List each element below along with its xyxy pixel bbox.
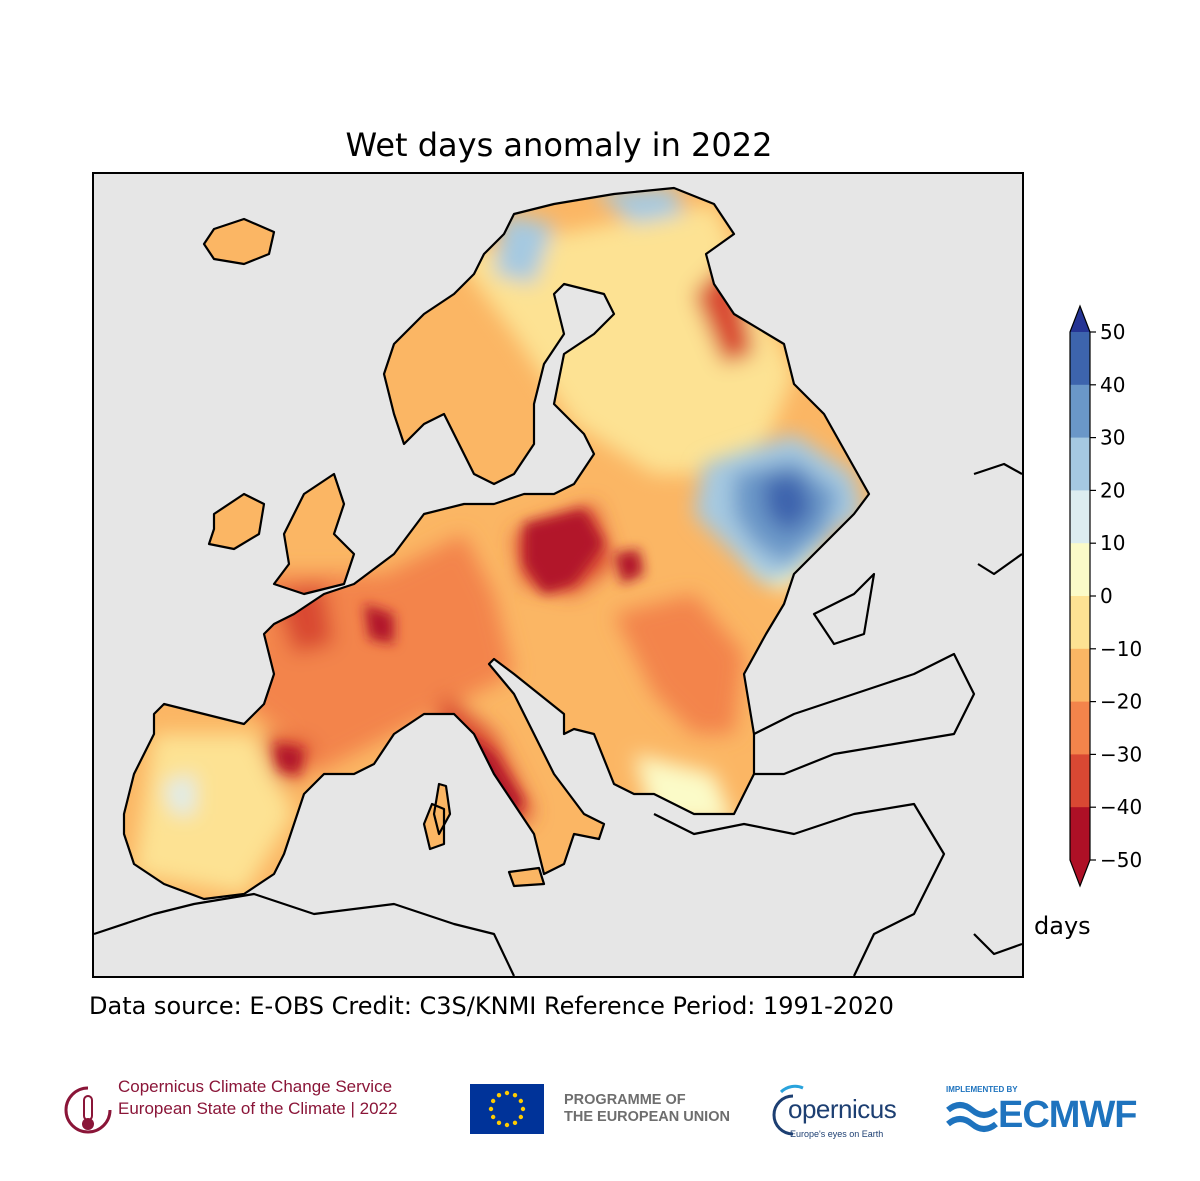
colorbar-extend-max: [1070, 306, 1090, 332]
colorbar-segment: [1070, 648, 1090, 703]
copernicus-wordmark: opernicus: [788, 1094, 897, 1124]
c3s-wordmark: Copernicus Climate Change Service Europe…: [118, 1076, 397, 1120]
eu-star-icon: [490, 1098, 496, 1104]
c3s-line-2: European State of the Climate | 2022: [118, 1099, 398, 1118]
ecmwf-waves-icon: [946, 1102, 998, 1132]
eu-star-icon: [512, 1092, 518, 1098]
colorbar-tick-label: −20: [1100, 690, 1142, 714]
colorbar-tick-label: 30: [1100, 426, 1125, 450]
europe-map: [94, 174, 1022, 976]
eu-star-icon: [504, 1090, 510, 1096]
colorbar-segment: [1070, 490, 1090, 544]
colorbar-tick-label: 10: [1100, 531, 1125, 555]
ecmwf-wordmark: ECMWF: [998, 1094, 1138, 1136]
colorbar-segment: [1070, 543, 1090, 597]
colorbar-segment: [1070, 384, 1090, 439]
colorbar-segment: [1070, 437, 1090, 491]
eu-star-icon: [512, 1120, 518, 1126]
c3s-line-1: Copernicus Climate Change Service: [118, 1077, 393, 1096]
colorbar-units-label: days: [1034, 912, 1091, 940]
eu-star-icon: [518, 1098, 524, 1104]
coastlines: [94, 186, 1022, 976]
copernicus-tagline: Europe's eyes on Earth: [790, 1129, 884, 1139]
colorbar-segment: [1070, 807, 1090, 861]
eu-star-icon: [490, 1114, 496, 1120]
eu-star-icon: [496, 1092, 502, 1098]
colorbar-segment: [1070, 754, 1090, 808]
colorbar-ticks: 50 40 30 20 10 0 −10 −20 −30 −40 −50: [1090, 320, 1142, 872]
colorbar-segments: [1070, 306, 1090, 886]
colorbar-segment: [1070, 701, 1090, 755]
eu-star-icon: [504, 1122, 510, 1128]
colorbar-segment: [1070, 596, 1090, 650]
eu-line-1: PROGRAMME OF: [564, 1092, 686, 1108]
footer-logos: Copernicus Climate Change Service Europe…: [0, 1070, 1200, 1150]
eu-programme-wordmark: PROGRAMME OF THE EUROPEAN UNION: [564, 1092, 730, 1126]
colorbar-segment: [1070, 332, 1090, 386]
data-source-caption: Data source: E-OBS Credit: C3S/KNMI Refe…: [89, 992, 894, 1020]
map-panel: [92, 172, 1024, 978]
colorbar-tick-label: −10: [1100, 637, 1142, 661]
copernicus-logo-icon: [772, 1084, 804, 1136]
ecmwf-implemented-by: IMPLEMENTED BY: [946, 1085, 1018, 1094]
colorbar-tick-label: −40: [1100, 795, 1142, 819]
colorbar-tick-label: −50: [1100, 848, 1142, 872]
eu-line-2: THE EUROPEAN UNION: [564, 1109, 730, 1125]
map-title: Wet days anomaly in 2022: [345, 126, 773, 164]
eu-star-icon: [488, 1106, 494, 1112]
colorbar-tick-label: 50: [1100, 320, 1125, 344]
c3s-thermometer-icon: [64, 1086, 112, 1134]
colorbar-tick-label: 20: [1100, 478, 1125, 502]
colorbar-tick-label: 40: [1100, 373, 1125, 397]
eu-star-icon: [496, 1120, 502, 1126]
eu-flag-icon: [470, 1084, 544, 1134]
eu-star-icon: [520, 1106, 526, 1112]
colorbar-outline: [1069, 304, 1091, 888]
eu-star-icon: [518, 1114, 524, 1120]
colorbar-extend-min: [1070, 860, 1090, 886]
colorbar-tick-label: 0: [1100, 584, 1113, 608]
colorbar: 50 40 30 20 10 0 −10 −20 −30 −40 −50: [1069, 304, 1142, 888]
colorbar-tick-label: −30: [1100, 742, 1142, 766]
